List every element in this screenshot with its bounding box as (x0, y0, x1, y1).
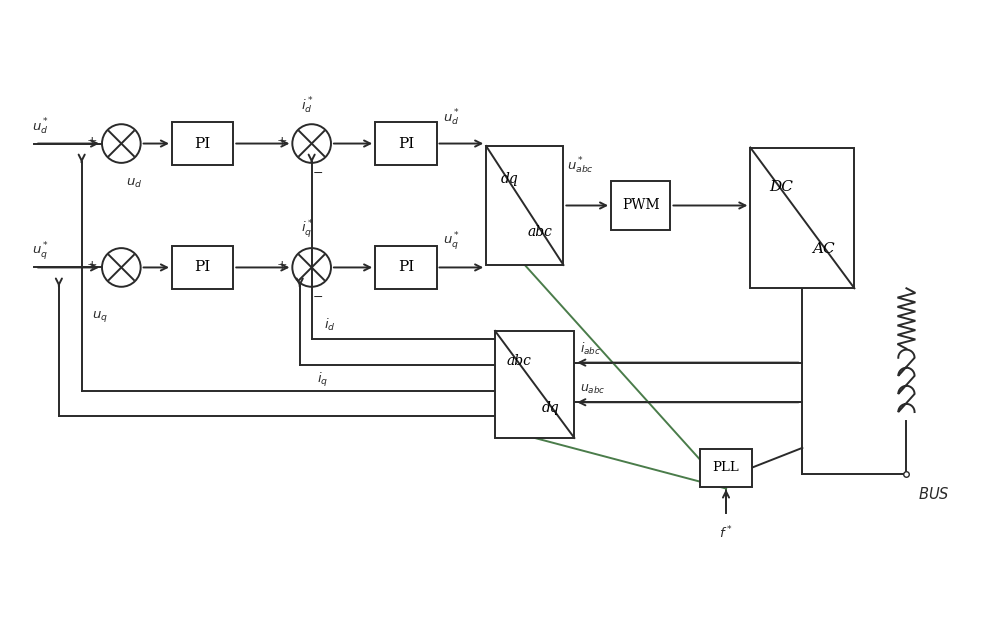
Text: +: + (277, 135, 287, 148)
Text: $u_d$: $u_d$ (126, 176, 143, 190)
Text: PI: PI (194, 261, 211, 275)
Text: $u_q^*$: $u_q^*$ (443, 229, 460, 252)
Text: PLL: PLL (713, 461, 739, 474)
Text: dq: dq (542, 401, 559, 415)
Text: +: + (86, 135, 97, 148)
Text: $f^*$: $f^*$ (719, 525, 733, 542)
Text: $u_d^*$: $u_d^*$ (32, 117, 49, 137)
Text: +: + (86, 259, 97, 272)
Text: abc: abc (528, 225, 553, 239)
Text: $i_q^*$: $i_q^*$ (301, 218, 314, 240)
Bar (375, 122, 437, 166)
Text: −: − (312, 290, 323, 304)
Text: PI: PI (398, 136, 414, 150)
Text: $u_{abc}^*$: $u_{abc}^*$ (567, 155, 594, 176)
Text: $u_d^*$: $u_d^*$ (443, 107, 460, 127)
Text: $u_q^*$: $u_q^*$ (32, 240, 49, 262)
Text: $i_d$: $i_d$ (324, 317, 335, 333)
Text: PI: PI (194, 136, 211, 150)
Text: AC: AC (812, 242, 834, 256)
Bar (486, 146, 563, 265)
Text: $i_{abc}$: $i_{abc}$ (580, 341, 601, 357)
Bar (750, 148, 854, 289)
Text: $BUS$: $BUS$ (918, 485, 950, 501)
Text: PWM: PWM (622, 199, 660, 213)
Bar (375, 246, 437, 289)
Bar (611, 181, 670, 231)
Bar (495, 331, 574, 438)
Bar (172, 246, 233, 289)
Text: $u_{abc}$: $u_{abc}$ (580, 383, 606, 396)
Text: PI: PI (398, 261, 414, 275)
Text: DC: DC (770, 180, 793, 194)
Text: +: + (277, 259, 287, 272)
Text: $i_q$: $i_q$ (317, 371, 328, 389)
Bar (172, 122, 233, 166)
Text: $i_d^*$: $i_d^*$ (301, 96, 314, 117)
Text: abc: abc (506, 354, 531, 368)
Text: −: − (312, 167, 323, 180)
Text: $u_q$: $u_q$ (92, 308, 108, 324)
Text: dq: dq (500, 173, 518, 187)
Bar (700, 449, 752, 487)
